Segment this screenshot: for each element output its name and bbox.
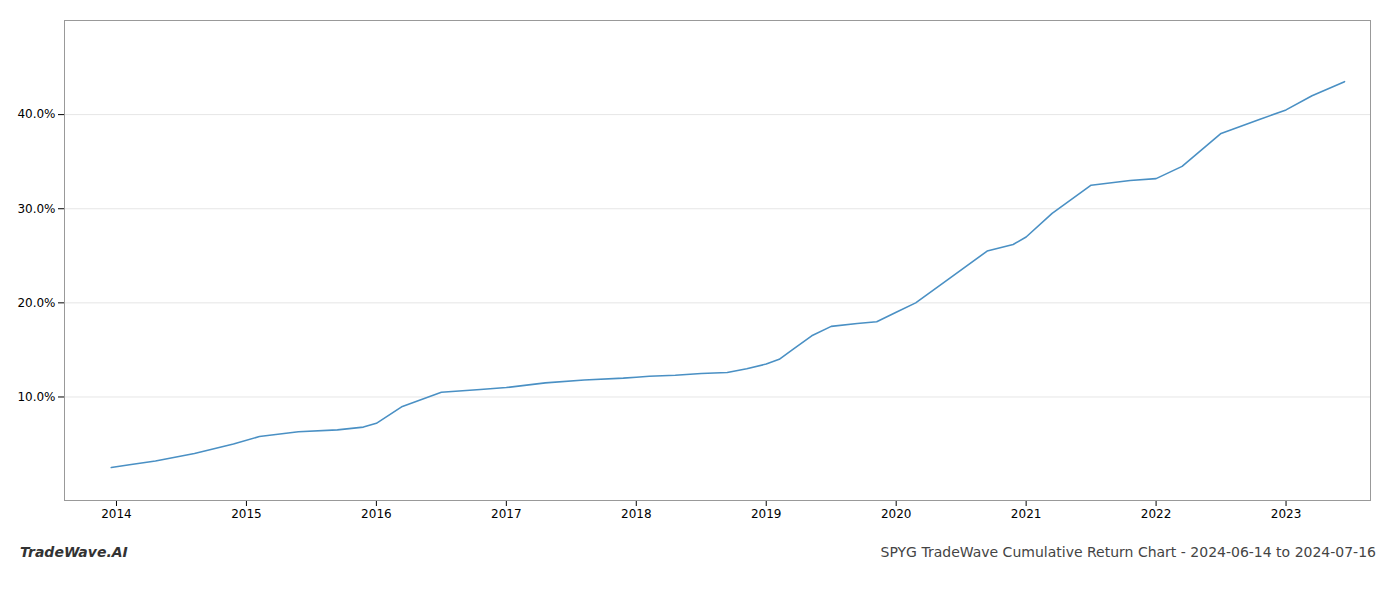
html-text:TradeWave.AI: TradeWave.AI bbox=[20, 544, 128, 560]
svg-text:2020: 2020 bbox=[881, 507, 912, 521]
html-text:SPYG TradeWave Cumulative Retu: SPYG TradeWave Cumulative Return Chart -… bbox=[880, 544, 1376, 560]
svg-text:2015: 2015 bbox=[231, 507, 262, 521]
svg-text:2019: 2019 bbox=[751, 507, 782, 521]
svg-text:2017: 2017 bbox=[491, 507, 522, 521]
svg-text:20.0%: 20.0% bbox=[17, 296, 55, 310]
svg-text:30.0%: 30.0% bbox=[17, 202, 55, 216]
svg-text:2023: 2023 bbox=[1271, 507, 1302, 521]
svg-text:2016: 2016 bbox=[361, 507, 392, 521]
svg-text:40.0%: 40.0% bbox=[17, 107, 55, 121]
svg-text:2021: 2021 bbox=[1011, 507, 1042, 521]
svg-text:2022: 2022 bbox=[1141, 507, 1172, 521]
svg-text:10.0%: 10.0% bbox=[17, 390, 55, 404]
svg-text:2014: 2014 bbox=[101, 507, 132, 521]
svg-text:2018: 2018 bbox=[621, 507, 652, 521]
